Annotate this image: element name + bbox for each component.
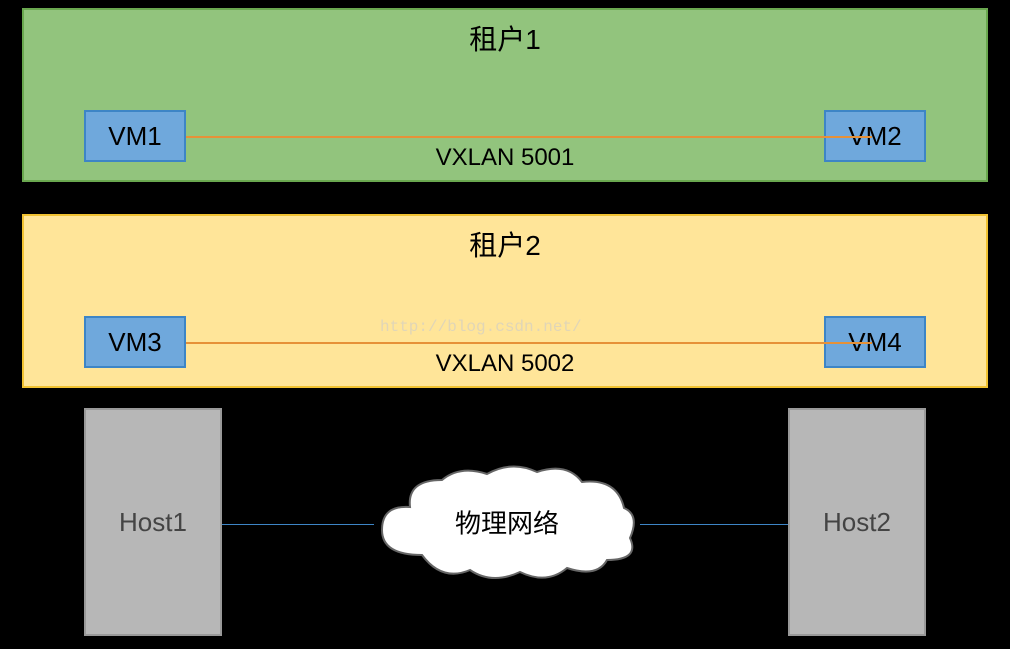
vxlan-line-2 <box>186 342 872 344</box>
tenant2-box: 租户2 VM3 VM4 VXLAN 5002 <box>22 214 988 388</box>
physical-line-left <box>222 524 374 525</box>
cloud-label: 物理网络 <box>455 504 559 541</box>
host2-box: Host2 <box>788 408 926 636</box>
physical-line-right <box>640 524 788 525</box>
vm1-box: VM1 <box>84 110 186 162</box>
tenant1-title: 租户1 <box>469 18 541 58</box>
host1-box: Host1 <box>84 408 222 636</box>
cloud-shape: 物理网络 <box>372 460 642 590</box>
vm3-box: VM3 <box>84 316 186 368</box>
vxlan-line-1 <box>186 136 872 138</box>
tenant1-box: 租户1 VM1 VM2 VXLAN 5001 <box>22 8 988 182</box>
vxlan-label-2: VXLAN 5002 <box>436 350 575 378</box>
vxlan-label-1: VXLAN 5001 <box>436 144 575 172</box>
watermark-text: http://blog.csdn.net/ <box>380 318 582 336</box>
tenant2-title: 租户2 <box>469 224 541 264</box>
